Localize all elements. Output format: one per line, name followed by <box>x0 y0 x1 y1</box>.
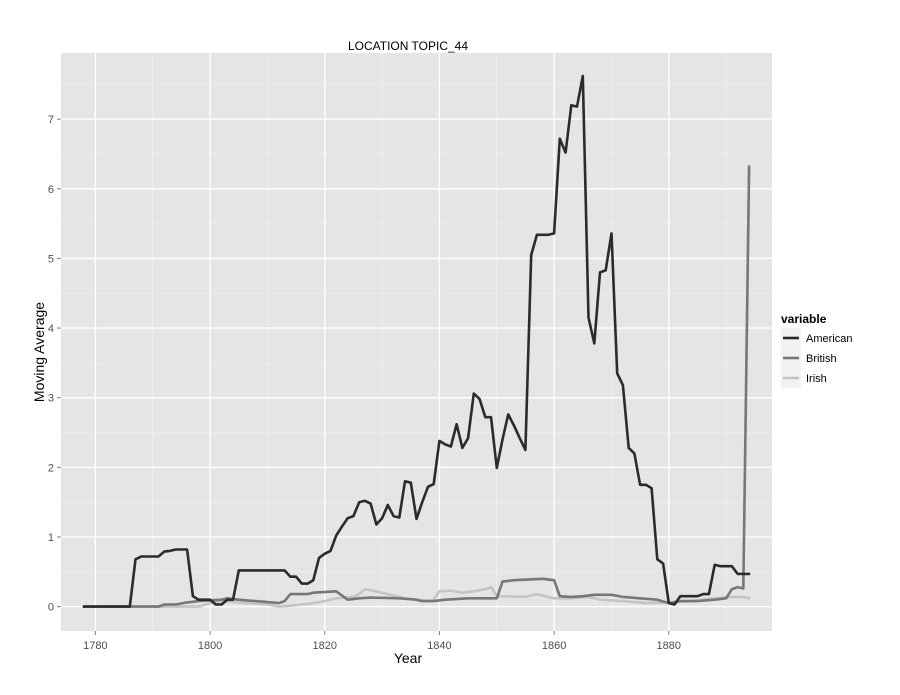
y-tick-label: 5 <box>48 253 54 265</box>
legend: variable American British Irish <box>781 312 852 388</box>
x-tick-label: 1820 <box>313 640 337 652</box>
x-tick-label: 1800 <box>198 640 222 652</box>
y-tick-label: 1 <box>48 532 54 544</box>
y-tick-label: 2 <box>48 462 54 474</box>
series-lines <box>82 74 751 608</box>
x-tick-label: 1840 <box>427 640 451 652</box>
y-tick-label: 7 <box>48 114 54 126</box>
y-axis-title: Moving Average <box>31 302 47 402</box>
x-tick-label: 1780 <box>83 640 107 652</box>
y-tick-label: 0 <box>48 602 54 614</box>
legend-label-british: British <box>806 353 837 365</box>
series-line-american <box>82 74 751 608</box>
legend-title: variable <box>781 312 827 326</box>
y-tick-label: 6 <box>48 184 54 196</box>
legend-label-american: American <box>806 333 852 345</box>
x-axis-title: Year <box>394 650 423 666</box>
chart-title: LOCATION TOPIC_44 <box>348 39 468 53</box>
x-tick-label: 1860 <box>542 640 566 652</box>
plot-panel <box>61 53 772 631</box>
series-line-irish <box>82 585 751 608</box>
y-tick-label: 4 <box>48 323 54 335</box>
y-tick-label: 3 <box>48 393 54 405</box>
x-tick-label: 1880 <box>657 640 681 652</box>
legend-label-irish: Irish <box>806 373 827 385</box>
minor-gridlines <box>61 53 772 631</box>
axis-ticks: 1780 1800 1820 1840 1860 1880 0 1 2 3 4 5 6 7 <box>48 114 681 652</box>
